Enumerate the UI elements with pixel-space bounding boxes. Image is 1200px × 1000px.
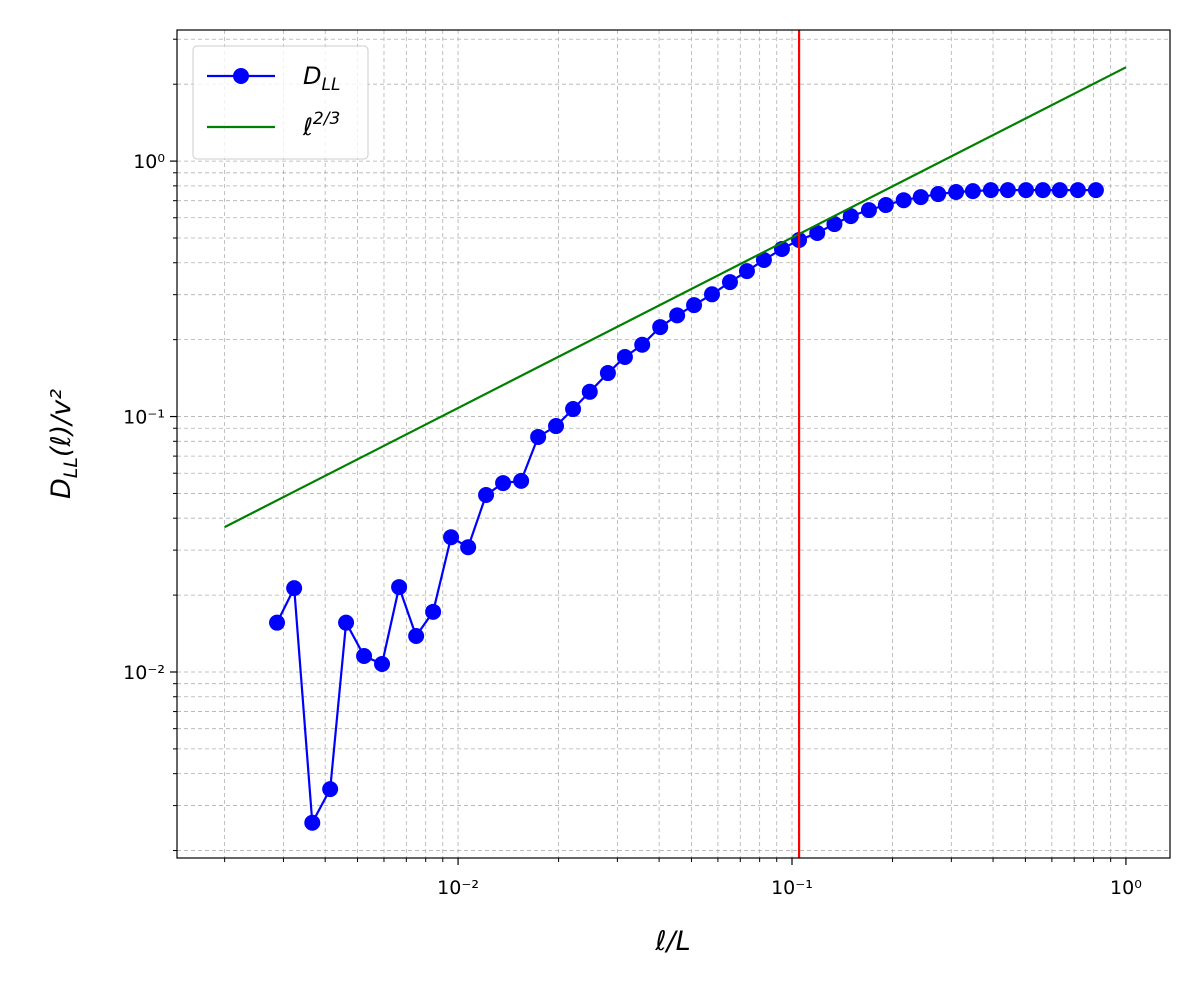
y-tick-label: 10⁻² [123, 662, 165, 684]
data-point [408, 628, 425, 645]
data-point [374, 655, 391, 672]
data-point [826, 216, 843, 233]
legend-box [192, 45, 369, 160]
y-axis-label: DLL(ℓ)/v² [46, 389, 82, 499]
data-point [513, 472, 530, 489]
data-point [860, 202, 877, 219]
legend-superscript: 2/3 [313, 109, 340, 129]
data-point [964, 183, 981, 200]
data-point [495, 475, 512, 492]
data-point [755, 252, 772, 269]
plot-frame [176, 29, 1171, 859]
data-point [581, 383, 598, 400]
data-point [877, 197, 894, 214]
data-point [999, 182, 1016, 199]
axes: 10⁻² 10⁻¹ 10⁰ 10⁻² 10⁻¹ 10⁰ [123, 29, 1171, 899]
data-point [1087, 182, 1104, 199]
x-tick-label: 10⁰ [1110, 877, 1142, 899]
data-point [842, 208, 859, 225]
data-point [1034, 182, 1051, 199]
x-tick-label: 10⁻² [437, 877, 479, 899]
data-point [548, 418, 565, 435]
data-point [703, 286, 720, 303]
data-point [530, 428, 547, 445]
y-label-sub: LL [60, 457, 82, 478]
data-point [356, 648, 373, 665]
data-point [304, 814, 321, 831]
plot-area [224, 30, 1127, 858]
data-point [809, 225, 826, 242]
data-point [425, 603, 442, 620]
y-tick-label: 10⁰ [133, 151, 165, 173]
data-point [912, 189, 929, 206]
data-point [443, 529, 460, 546]
legend-name: D [303, 62, 321, 90]
data-point [478, 487, 495, 504]
data-point [652, 319, 669, 336]
data-point [338, 614, 355, 631]
x-tick-label: 10⁻¹ [771, 877, 813, 899]
data-point [286, 580, 303, 597]
data-point [930, 186, 947, 203]
data-point [634, 336, 651, 353]
data-point [982, 182, 999, 199]
data-point [599, 365, 616, 382]
legend-name: ℓ [302, 113, 313, 141]
legend-label: ℓ2/3 [302, 109, 340, 141]
data-point [391, 579, 408, 596]
series-line [224, 66, 1127, 529]
data-point [948, 183, 965, 200]
series-line [276, 189, 1096, 827]
legend: DLL ℓ2/3 [192, 45, 369, 160]
data-point [1051, 182, 1068, 199]
data-point [1069, 182, 1086, 199]
data-point [721, 274, 738, 291]
grid [177, 30, 1170, 858]
legend-label: DLL [303, 62, 340, 95]
data-point [460, 539, 477, 556]
y-tick-label: 10⁻¹ [123, 407, 165, 429]
data-point [738, 263, 755, 280]
x-axis-label: ℓ/L [654, 926, 690, 957]
data-point [669, 307, 686, 324]
y-label-rest: (ℓ)/v² [46, 389, 77, 457]
data-point [616, 349, 633, 366]
legend-marker [233, 68, 249, 84]
data-point [895, 192, 912, 209]
y-label-main: D [46, 478, 77, 499]
data-point [686, 297, 703, 314]
data-point [565, 401, 582, 418]
data-point [269, 614, 286, 631]
data-point [322, 781, 339, 798]
legend-subscript: LL [321, 75, 340, 95]
data-point [1017, 182, 1034, 199]
